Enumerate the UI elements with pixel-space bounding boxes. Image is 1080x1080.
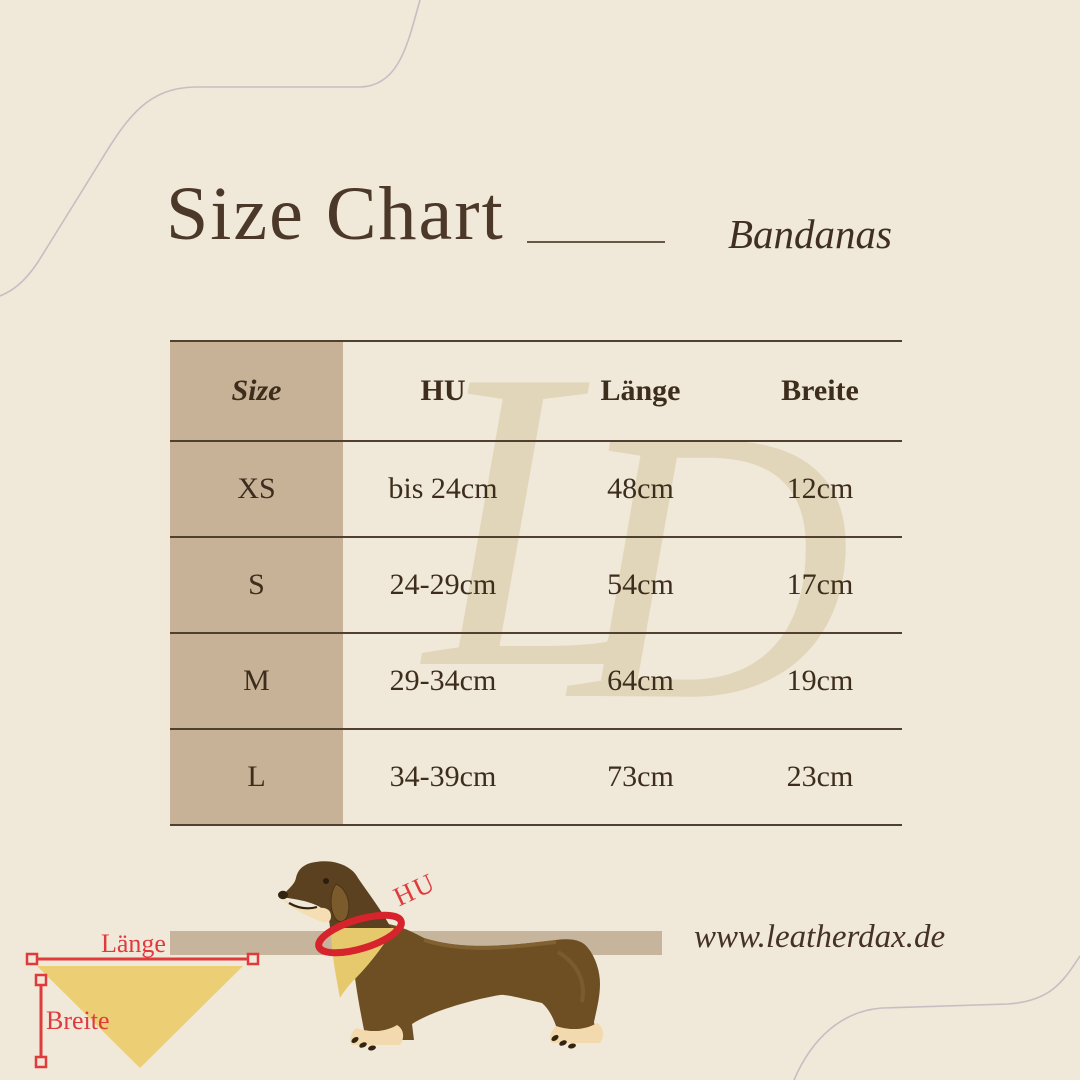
dog-ear [330,883,350,922]
column-header-breite: Breite [781,374,859,407]
measure-endpoint-square [34,1055,48,1069]
cell-hu: 34-39cm [389,760,497,793]
dog-back-highlight [423,938,557,950]
dog-smile-line [288,902,318,910]
dog-front-paw [350,1025,404,1045]
category-label: Bandanas [728,211,892,257]
cell-laenge: 73cm [607,760,674,793]
size-table: Size HU Länge Breite XS bis 24cm 48cm 12… [170,340,902,826]
table-row: S 24-29cm 54cm 17cm [170,538,902,634]
measure-endpoint-square [25,952,39,966]
cell-laenge: 48cm [607,472,674,505]
cell-breite: 23cm [786,760,854,793]
table-row: XS bis 24cm 48cm 12cm [170,442,902,538]
column-header-hu: HU [420,374,466,407]
cell-size: L [247,760,266,793]
measure-endpoint-square [246,952,260,966]
dog-nose [278,890,288,900]
bandana-triangle [37,966,243,1068]
breite-label: Breite [46,1006,110,1035]
bottom-right-curve-line [793,955,1080,1080]
dog-thigh-highlight [556,950,585,1003]
cell-hu: 29-34cm [389,664,497,697]
cell-breite: 17cm [786,568,854,601]
dog-body [352,923,600,1040]
dog-eye [323,878,329,884]
cell-breite: 12cm [786,472,854,505]
cell-hu: bis 24cm [388,472,498,505]
laenge-label: Länge [101,929,166,958]
cell-size: XS [237,472,276,505]
cell-size: S [248,568,265,601]
table-row: L 34-39cm 73cm 23cm [170,730,902,826]
cell-breite: 19cm [786,664,854,697]
title-divider-line [527,241,665,243]
cell-laenge: 54cm [607,568,674,601]
cell-laenge: 64cm [607,664,674,697]
measure-endpoint-square [34,973,48,987]
bandana-measure-diagram [25,952,260,1069]
table-row: M 29-34cm 64cm 19cm [170,634,902,730]
dog-muzzle [284,899,331,923]
dachshund-illustration [278,861,604,1051]
size-column-highlight [170,342,343,826]
cell-size: M [243,664,270,697]
column-header-size: Size [231,374,282,407]
page-title: Size Chart [166,172,505,256]
column-header-laenge: Länge [600,374,681,407]
website-url: www.leatherdax.de [694,919,946,955]
top-left-curve-line [0,0,421,297]
table-header-row: Size HU Länge Breite [170,342,902,442]
cell-hu: 24-29cm [389,568,497,601]
dog-rear-paw [550,1023,604,1043]
hu-collar-ring [315,911,405,957]
dog-claws [351,1034,576,1051]
